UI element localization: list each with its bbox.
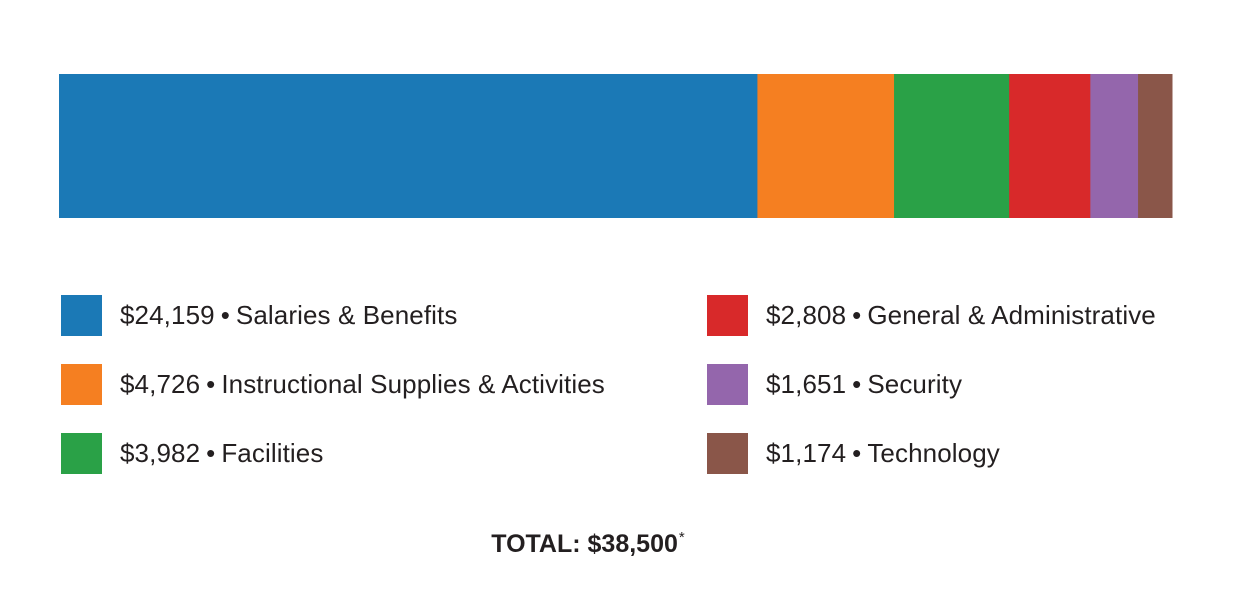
- legend-label: General & Administrative: [867, 299, 1156, 330]
- legend-value: $1,174: [766, 437, 847, 468]
- legend-swatch-general-administrative: [707, 294, 748, 336]
- legend-swatch-security: [707, 363, 748, 405]
- legend-swatch-facilities: [61, 432, 102, 474]
- legend-label: Facilities: [221, 437, 324, 468]
- total-text: TOTAL: $38,500: [491, 530, 678, 558]
- legend-swatch-salaries-benefits: [61, 294, 102, 336]
- total-footnote-marker: *: [678, 529, 685, 546]
- bar-segment-salaries-benefits: [59, 74, 758, 218]
- legend-text: $4,726 • Instructional Supplies & Activiti…: [120, 369, 605, 400]
- legend-label: Instructional Supplies & Activities: [221, 368, 605, 399]
- legend: $24,159 • Salaries & Benefits $4,726 • Instr…: [61, 294, 1156, 474]
- bar-segment-facilities: [894, 74, 1010, 218]
- legend-item-security: $1,651 • Security: [707, 363, 962, 405]
- legend-value: $2,808: [766, 299, 847, 330]
- legend-text: $1,174 • Technology: [766, 438, 1000, 469]
- legend-item-salaries-benefits: $24,159 • Salaries & Benefits: [61, 294, 457, 336]
- total-label: TOTAL: $38,500*: [0, 529, 1176, 559]
- bar-segment-technology: [1138, 74, 1173, 218]
- separator-bullet: •: [220, 299, 230, 330]
- bar-segment-general-administrative: [1009, 74, 1091, 218]
- legend-value: $1,651: [766, 368, 847, 399]
- separator-bullet: •: [206, 437, 216, 468]
- legend-text: $3,982 • Facilities: [120, 438, 323, 469]
- legend-value: $3,982: [120, 437, 201, 468]
- legend-text: $1,651 • Security: [766, 369, 962, 400]
- legend-value: $4,726: [120, 368, 201, 399]
- legend-label: Security: [867, 368, 963, 399]
- separator-bullet: •: [852, 299, 862, 330]
- bar-segment-instructional-supplies: [757, 74, 895, 218]
- legend-text: $24,159 • Salaries & Benefits: [120, 300, 457, 331]
- legend-label: Salaries & Benefits: [235, 299, 458, 330]
- legend-item-instructional-supplies: $4,726 • Instructional Supplies & Activiti…: [61, 363, 605, 405]
- legend-item-general-administrative: $2,808 • General & Administrative: [707, 294, 1156, 336]
- legend-label: Technology: [867, 437, 1000, 468]
- separator-bullet: •: [852, 368, 862, 399]
- legend-swatch-technology: [707, 432, 748, 474]
- bar-segment-security: [1090, 74, 1139, 218]
- legend-value: $24,159: [120, 299, 215, 330]
- legend-text: $2,808 • General & Administrative: [766, 300, 1156, 331]
- separator-bullet: •: [206, 368, 216, 399]
- legend-item-facilities: $3,982 • Facilities: [61, 432, 323, 474]
- legend-item-technology: $1,174 • Technology: [707, 432, 1000, 474]
- separator-bullet: •: [852, 437, 862, 468]
- stacked-bar-chart: [59, 74, 1173, 218]
- legend-swatch-instructional-supplies: [61, 363, 102, 405]
